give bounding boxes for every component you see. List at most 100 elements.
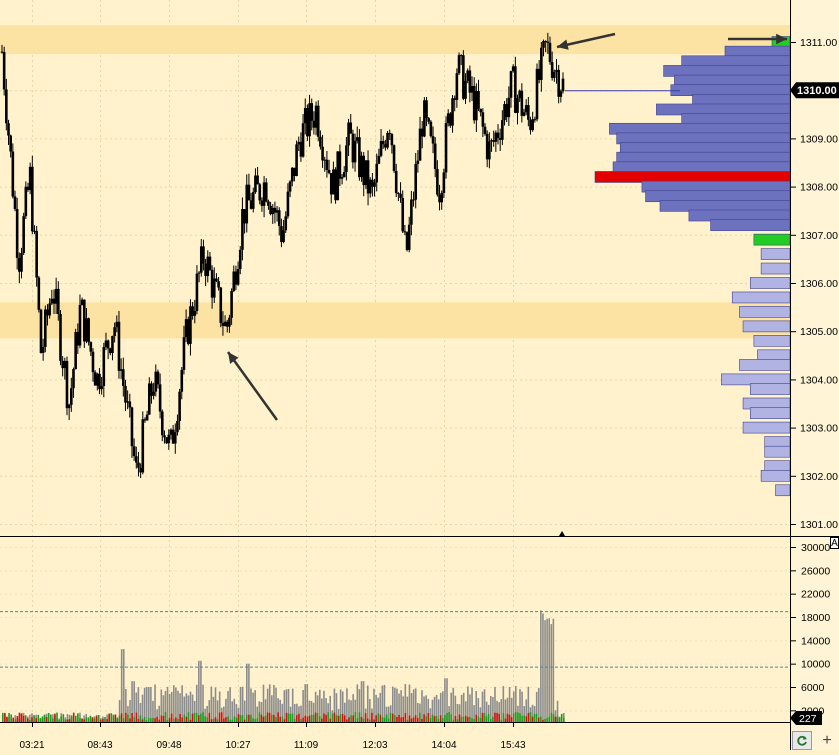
price-bar-body bbox=[46, 309, 49, 316]
price-bar-body bbox=[507, 97, 511, 118]
volume-bar-base bbox=[550, 712, 553, 722]
volume-bar bbox=[52, 714, 54, 722]
highlight-zone bbox=[0, 25, 790, 55]
price-bar-body bbox=[150, 383, 153, 396]
price-bar-body bbox=[37, 277, 41, 310]
profile-bar bbox=[742, 421, 791, 434]
volume-bar bbox=[223, 706, 225, 722]
volume-bar bbox=[285, 689, 288, 722]
volume-bar-base bbox=[273, 714, 275, 722]
price-bar-body bbox=[323, 159, 327, 161]
volume-bar bbox=[471, 687, 473, 722]
price-bar-body bbox=[498, 137, 502, 140]
volume-bar-base bbox=[60, 716, 62, 722]
volume-bar-base bbox=[77, 713, 79, 722]
volume-bar-base bbox=[481, 712, 484, 722]
vol-tick-label: 26000 bbox=[801, 565, 830, 577]
volume-bar-base bbox=[483, 713, 486, 722]
volume-bar bbox=[177, 690, 179, 722]
volume-bar bbox=[166, 686, 169, 722]
volume-bar-base bbox=[83, 719, 85, 722]
volume-bar bbox=[366, 685, 369, 722]
volume-bar bbox=[283, 690, 286, 722]
price-bar-body bbox=[364, 160, 368, 186]
current-price-marker bbox=[790, 82, 839, 99]
volume-bar-base bbox=[494, 712, 496, 722]
price-bar-body bbox=[176, 420, 179, 433]
price-bar-body bbox=[401, 197, 405, 232]
price-bar-body bbox=[316, 105, 320, 137]
price-bar-body bbox=[28, 166, 32, 190]
price-bar-body bbox=[173, 432, 177, 444]
volume-bar-base bbox=[89, 715, 92, 722]
volume-bar-base bbox=[106, 719, 108, 722]
volume-bar bbox=[414, 688, 417, 722]
volume-bar bbox=[256, 706, 259, 722]
price-bar-body bbox=[139, 467, 142, 473]
volume-bar-base bbox=[47, 712, 50, 722]
volume-bar-base bbox=[2, 712, 4, 722]
axis-marker[interactable]: A bbox=[830, 537, 839, 549]
volume-bar-base bbox=[14, 719, 17, 722]
volume-bar-base bbox=[114, 714, 117, 722]
volume-bar-base bbox=[27, 718, 29, 722]
volume-bar-base bbox=[425, 716, 427, 722]
price-bar-body bbox=[241, 209, 244, 250]
volume-bar-base bbox=[143, 717, 146, 722]
volume-bar bbox=[396, 688, 398, 722]
price-bar-body bbox=[189, 306, 192, 344]
volume-bar bbox=[544, 620, 546, 722]
price-bar-body bbox=[527, 105, 530, 120]
price-bar-body bbox=[282, 230, 285, 242]
volume-bar-base bbox=[250, 714, 252, 722]
volume-bar bbox=[312, 702, 315, 722]
volume-bar bbox=[446, 678, 448, 722]
price-bar-body bbox=[59, 313, 62, 361]
volume-bar-base bbox=[523, 715, 525, 722]
volume-bar bbox=[204, 708, 206, 722]
x-tick-label: 12:03 bbox=[362, 740, 387, 750]
volume-bar bbox=[310, 700, 313, 722]
price-bar-body bbox=[522, 112, 526, 116]
price-bar-body bbox=[80, 299, 84, 305]
refresh-button[interactable] bbox=[792, 731, 812, 750]
price-bar-body bbox=[353, 140, 357, 163]
price-bar-body bbox=[360, 155, 363, 178]
price-bar-body bbox=[85, 318, 88, 342]
price-bar-body bbox=[228, 317, 231, 327]
volume-bar-base bbox=[496, 712, 498, 722]
volume-bar bbox=[406, 696, 409, 722]
volume-bar-base bbox=[289, 713, 292, 722]
volume-bar-base bbox=[10, 714, 12, 722]
price-bar-body bbox=[314, 105, 318, 128]
volume-bar bbox=[379, 692, 382, 722]
volume-bar bbox=[512, 691, 515, 722]
volume-bar-base bbox=[198, 715, 200, 722]
volume-bar-base bbox=[396, 716, 398, 722]
volume-bar-base bbox=[187, 712, 190, 722]
volume-bar bbox=[344, 702, 346, 722]
vol-tick-label: 10000 bbox=[801, 659, 830, 671]
volume-bar bbox=[439, 692, 442, 722]
volume-bar bbox=[314, 691, 317, 722]
volume-bar bbox=[168, 693, 171, 722]
price-bar-body bbox=[245, 184, 249, 224]
volume-bar bbox=[429, 708, 432, 722]
volume-bar bbox=[183, 696, 186, 722]
volume-bar-base bbox=[352, 715, 354, 722]
volume-bar-base bbox=[435, 715, 438, 722]
volume-bar bbox=[170, 691, 173, 722]
price-bar-body bbox=[31, 166, 34, 232]
price-bar-body bbox=[251, 192, 255, 209]
volume-bar bbox=[354, 699, 357, 722]
volume-bar bbox=[492, 697, 494, 722]
add-panel-button[interactable]: + bbox=[822, 732, 832, 749]
volume-bar-base bbox=[406, 719, 409, 722]
x-tick-label: 11:09 bbox=[294, 740, 319, 750]
price-bar-body bbox=[74, 331, 77, 370]
volume-bar-base bbox=[517, 712, 519, 722]
volume-bar bbox=[508, 687, 511, 722]
price-bar-body bbox=[39, 309, 43, 353]
price-bar-body bbox=[193, 310, 197, 316]
